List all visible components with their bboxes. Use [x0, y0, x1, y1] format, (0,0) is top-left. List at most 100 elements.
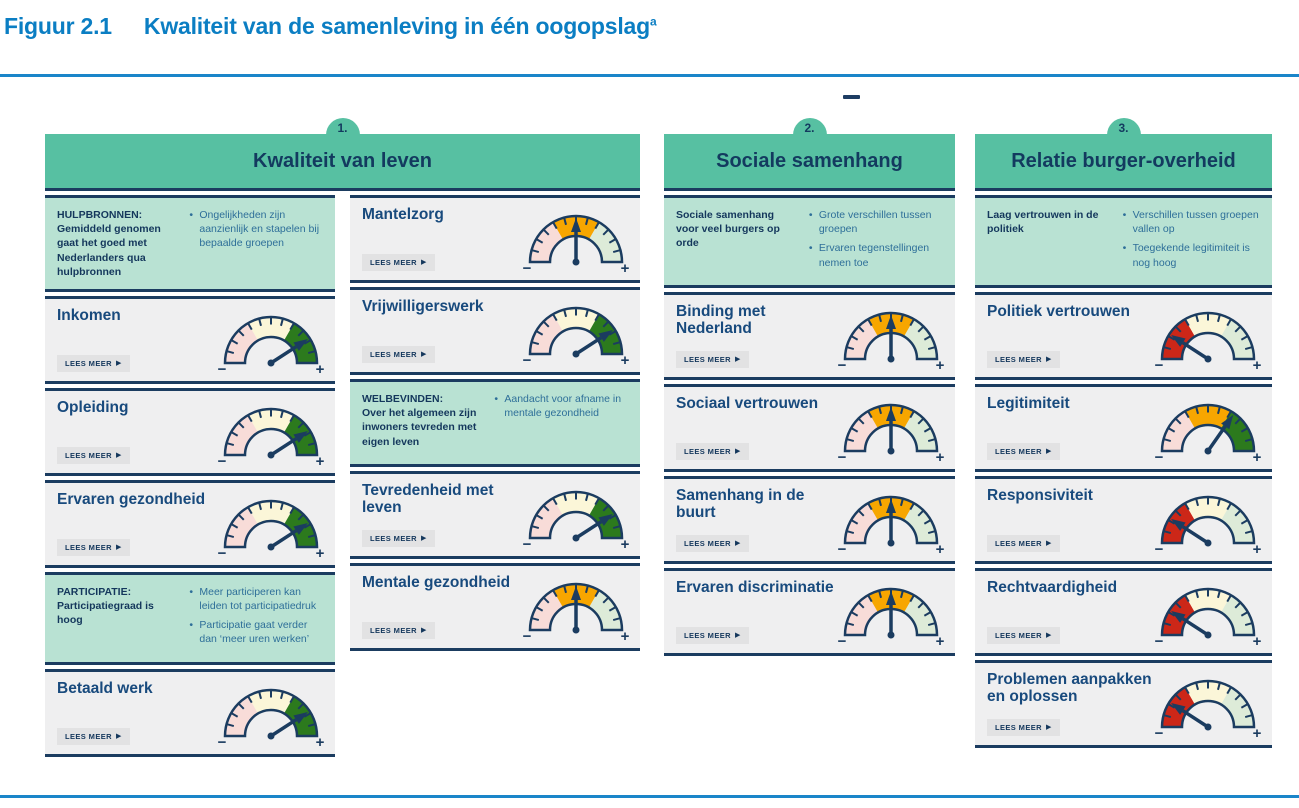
- gauge-needle: [1171, 334, 1186, 347]
- metric-label: Inkomen: [57, 306, 121, 324]
- lees-meer-label: LEES MEER: [65, 731, 112, 741]
- minus-label: −: [1155, 633, 1164, 647]
- minus-label: −: [523, 260, 532, 274]
- metric-card-politiek-vertrouwen: Politiek vertrouwen − + LEES MEER ▶: [975, 291, 1272, 380]
- lees-meer-button[interactable]: LEES MEER ▶: [362, 346, 435, 363]
- lees-meer-button[interactable]: LEES MEER ▶: [57, 538, 130, 556]
- info-statement: Sociale samenhang voor veel burgers op o…: [676, 209, 780, 250]
- gauge-needle: [886, 590, 896, 605]
- subcolumn: Laag vertrouwen in de politiek Verschille…: [975, 195, 1272, 748]
- info-bullet-list: Verschillen tussen groepen vallen op Toeg…: [1123, 208, 1260, 275]
- gauge-needle: [571, 586, 581, 600]
- lees-meer-label: LEES MEER: [684, 354, 731, 364]
- metric-card-inkomen: Inkomen − + LEES MEER ▶: [45, 295, 335, 384]
- info-bullet-list: Aandacht voor afname in mentale gezondhe…: [494, 392, 628, 454]
- gauge-right: − +: [218, 688, 325, 748]
- plus-label: +: [1253, 449, 1262, 463]
- lees-meer-button[interactable]: LEES MEER ▶: [987, 718, 1060, 736]
- gauge-needle: [598, 330, 613, 342]
- column-number: 1.: [337, 121, 348, 135]
- lees-meer-button[interactable]: LEES MEER ▶: [362, 530, 435, 547]
- metric-label: Tevredenheid met leven: [362, 482, 494, 517]
- lees-meer-label: LEES MEER: [65, 542, 112, 552]
- lees-meer-label: LEES MEER: [370, 534, 417, 543]
- minus-label: −: [218, 545, 227, 559]
- plus-label: +: [316, 734, 325, 748]
- info-card: Sociale samenhang voor veel burgers op o…: [664, 195, 955, 288]
- lees-meer-button[interactable]: LEES MEER ▶: [676, 350, 749, 368]
- play-icon: ▶: [1045, 539, 1052, 547]
- play-icon: ▶: [115, 359, 122, 367]
- column-title: Kwaliteit van leven: [253, 149, 432, 172]
- plus-label: +: [621, 628, 630, 642]
- lees-meer-button[interactable]: LEES MEER ▶: [987, 626, 1060, 644]
- metric-card-responsiviteit: Responsiviteit − + LEES MEER ▶: [975, 475, 1272, 564]
- metric-card-sociaal-vertrouwen: Sociaal vertrouwen − + LEES MEER ▶: [664, 383, 955, 472]
- lees-meer-button[interactable]: LEES MEER ▶: [987, 442, 1060, 460]
- gauge-up: − +: [523, 214, 630, 274]
- column-kwaliteit-van-leven: 1. Kwaliteit van leven HULPBRONNEN: Gemidde…: [45, 118, 640, 757]
- play-icon: ▶: [420, 351, 427, 358]
- lees-meer-button[interactable]: LEES MEER ▶: [987, 350, 1060, 368]
- column-header-relatie-burger-overheid: Relatie burger-overheid: [975, 134, 1272, 191]
- metric-label: Opleiding: [57, 398, 129, 416]
- plus-label: +: [936, 449, 945, 463]
- lees-meer-button[interactable]: LEES MEER ▶: [57, 727, 130, 745]
- play-icon: ▶: [1045, 631, 1052, 639]
- minus-label: −: [838, 541, 847, 555]
- info-bullet-list: Ongelijkheden zijn aanzienlijk en stapel…: [189, 208, 323, 279]
- plus-label: +: [1253, 541, 1262, 555]
- info-statement-block: HULPBRONNEN: Gemiddeld genomen gaat het g…: [57, 208, 179, 279]
- info-bullet: Ongelijkheden zijn aanzienlijk en stapel…: [189, 208, 323, 251]
- play-icon: ▶: [115, 451, 122, 459]
- minus-label: −: [838, 633, 847, 647]
- minus-label: −: [838, 357, 847, 371]
- minus-label: −: [523, 628, 532, 642]
- metric-label: Ervaren gezondheid: [57, 490, 206, 508]
- info-bullet: Meer participeren kan leiden tot partici…: [189, 585, 323, 613]
- info-statement: Gemiddeld genomen gaat het goed met Nede…: [57, 223, 161, 278]
- lees-meer-button[interactable]: LEES MEER ▶: [676, 626, 749, 644]
- gauge-needle: [1221, 414, 1234, 429]
- lees-meer-button[interactable]: LEES MEER ▶: [57, 354, 130, 372]
- gauge-needle: [293, 338, 308, 351]
- info-bullet-list: Meer participeren kan leiden tot partici…: [189, 585, 323, 652]
- metric-card-betaald-werk: Betaald werk − + LEES MEER ▶: [45, 668, 335, 757]
- lees-meer-button[interactable]: LEES MEER ▶: [676, 442, 749, 460]
- play-icon: ▶: [115, 732, 122, 740]
- info-bullet: Aandacht voor afname in mentale gezondhe…: [494, 392, 628, 420]
- column-title: Relatie burger-overheid: [1011, 149, 1236, 172]
- lees-meer-button[interactable]: LEES MEER ▶: [987, 534, 1060, 552]
- gauge-needle: [886, 406, 896, 421]
- column-header-kwaliteit-van-leven: Kwaliteit van leven: [45, 134, 640, 191]
- lees-meer-button[interactable]: LEES MEER ▶: [57, 446, 130, 464]
- lees-meer-button[interactable]: LEES MEER ▶: [362, 622, 435, 639]
- gauge-up-right: − +: [1155, 403, 1262, 463]
- lees-meer-button[interactable]: LEES MEER ▶: [362, 254, 435, 271]
- play-icon: ▶: [420, 259, 427, 266]
- lees-meer-label: LEES MEER: [995, 446, 1042, 456]
- minus-label: −: [1155, 357, 1164, 371]
- minus-label: −: [1155, 725, 1164, 739]
- info-statement: Laag vertrouwen in de politiek: [987, 209, 1099, 236]
- plus-label: +: [936, 541, 945, 555]
- minus-label: −: [218, 361, 227, 375]
- info-statement: Participatiegraad is hoog: [57, 600, 154, 627]
- lees-meer-label: LEES MEER: [995, 722, 1042, 732]
- subcolumn: Mantelzorg − + LEES MEER ▶ Vrijwilligerswerk −…: [350, 195, 640, 757]
- gauge-right: − +: [218, 407, 325, 467]
- lees-meer-button[interactable]: LEES MEER ▶: [676, 534, 749, 552]
- play-icon: ▶: [420, 535, 427, 542]
- gauge-left: − +: [1155, 495, 1262, 555]
- info-bullet: Grote verschillen tussen groepen: [809, 208, 943, 236]
- minus-label: −: [218, 734, 227, 748]
- collapse-dash-icon: [843, 95, 860, 99]
- lees-meer-label: LEES MEER: [370, 350, 417, 359]
- figure-number: Figuur 2.1: [4, 13, 112, 39]
- gauge-up: − +: [838, 495, 945, 555]
- plus-label: +: [621, 260, 630, 274]
- gauge-left: − +: [1155, 679, 1262, 739]
- info-card: WELBEVINDEN: Over het algemeen zijn inwon…: [350, 379, 640, 467]
- play-icon: ▶: [734, 355, 741, 363]
- metric-label: Sociaal vertrouwen: [676, 394, 819, 412]
